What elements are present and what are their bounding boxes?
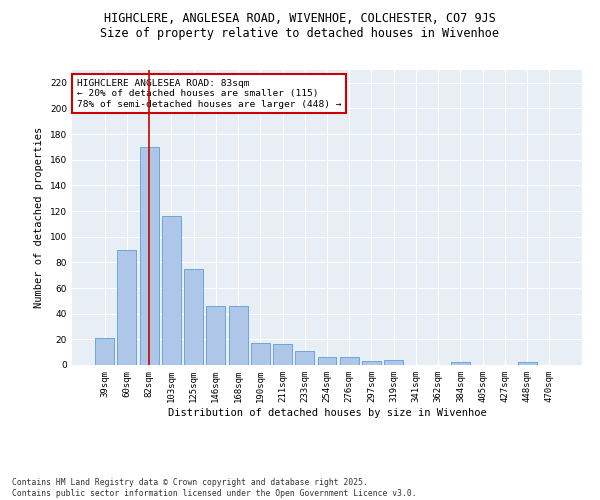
Y-axis label: Number of detached properties: Number of detached properties: [34, 127, 44, 308]
Text: Contains HM Land Registry data © Crown copyright and database right 2025.
Contai: Contains HM Land Registry data © Crown c…: [12, 478, 416, 498]
Bar: [95, 338, 114, 365]
Text: HIGHCLERE ANGLESEA ROAD: 83sqm
← 20% of detached houses are smaller (115)
78% of: HIGHCLERE ANGLESEA ROAD: 83sqm ← 20% of …: [77, 79, 341, 108]
Bar: [251, 343, 270, 365]
Bar: [317, 358, 337, 365]
Bar: [518, 362, 536, 365]
Text: HIGHCLERE, ANGLESEA ROAD, WIVENHOE, COLCHESTER, CO7 9JS: HIGHCLERE, ANGLESEA ROAD, WIVENHOE, COLC…: [104, 12, 496, 26]
Bar: [451, 362, 470, 365]
Bar: [118, 250, 136, 365]
Bar: [206, 306, 225, 365]
Bar: [229, 306, 248, 365]
Bar: [384, 360, 403, 365]
X-axis label: Distribution of detached houses by size in Wivenhoe: Distribution of detached houses by size …: [167, 408, 487, 418]
Bar: [295, 351, 314, 365]
Bar: [273, 344, 292, 365]
Bar: [340, 358, 359, 365]
Bar: [162, 216, 181, 365]
Bar: [184, 269, 203, 365]
Bar: [362, 361, 381, 365]
Bar: [140, 147, 158, 365]
Text: Size of property relative to detached houses in Wivenhoe: Size of property relative to detached ho…: [101, 28, 499, 40]
